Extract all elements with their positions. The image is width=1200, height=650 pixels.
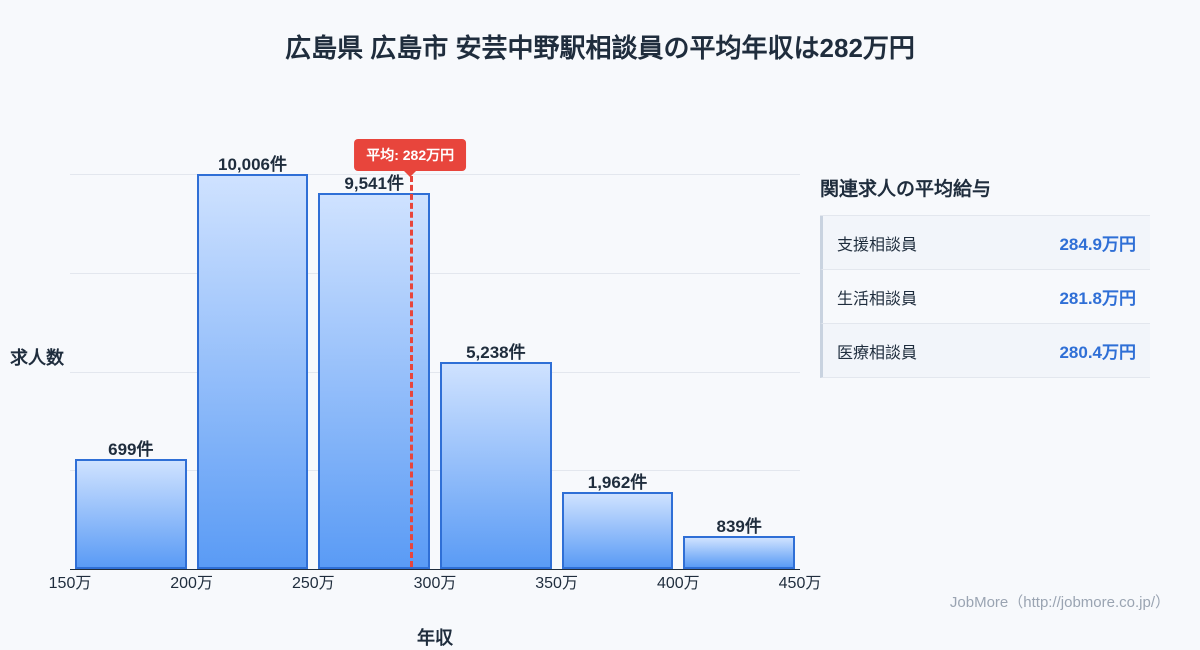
bar-value-0: 699件 [108, 435, 153, 460]
side-row-name-1: 生活相談員 [837, 285, 917, 309]
side-row-name-0: 支援相談員 [837, 231, 917, 255]
x-tick-5: 400万 [657, 569, 700, 593]
side-row-0[interactable]: 支援相談員 284.9万円 [820, 216, 1150, 270]
side-row-value-0: 284.9万円 [1059, 230, 1136, 255]
x-tick-0: 150万 [49, 569, 92, 593]
x-axis: 150万 200万 250万 300万 350万 400万 450万 [70, 569, 800, 599]
bar-col-1: 10,006件 [192, 174, 314, 569]
side-panel-table: 支援相談員 284.9万円 生活相談員 281.8万円 医療相談員 280.4万… [820, 215, 1150, 378]
x-tick-2: 250万 [292, 569, 335, 593]
side-row-value-1: 281.8万円 [1059, 284, 1136, 309]
bar-250-300[interactable]: 9,541件 平均: 282万円 [318, 193, 430, 569]
bar-value-1: 10,006件 [218, 150, 287, 175]
side-row-1[interactable]: 生活相談員 281.8万円 [820, 270, 1150, 324]
bar-value-4: 1,962件 [588, 468, 648, 493]
bar-150-200[interactable]: 699件 [75, 459, 187, 569]
bar-col-4: 1,962件 [557, 174, 679, 569]
x-tick-3: 300万 [414, 569, 457, 593]
bar-col-2: 9,541件 平均: 282万円 [313, 174, 435, 569]
side-row-value-2: 280.4万円 [1059, 338, 1136, 363]
x-tick-4: 350万 [535, 569, 578, 593]
plot-area: 699件 10,006件 9,541件 平均: 282万円 [70, 174, 800, 569]
page-title: 広島県 広島市 安芸中野駅相談員の平均年収は282万円 [0, 0, 1200, 79]
bar-value-5: 839件 [717, 512, 762, 537]
y-axis-label: 求人数 [10, 344, 64, 370]
side-row-name-2: 医療相談員 [837, 339, 917, 363]
bar-value-2: 9,541件 [344, 169, 404, 194]
bars-row: 699件 10,006件 9,541件 平均: 282万円 [70, 174, 800, 569]
x-axis-title: 年収 [70, 624, 800, 650]
average-line [410, 167, 413, 567]
bar-400-450[interactable]: 839件 [683, 536, 795, 569]
footer-text: JobMore（http://jobmore.co.jp/） [950, 591, 1170, 612]
bar-col-0: 699件 [70, 174, 192, 569]
bar-value-3: 5,238件 [466, 338, 526, 363]
side-row-2[interactable]: 医療相談員 280.4万円 [820, 324, 1150, 378]
content-area: 求人数 699件 10,006件 9,541 [0, 79, 1200, 639]
x-tick-6: 450万 [779, 569, 822, 593]
bar-200-250[interactable]: 10,006件 [197, 174, 309, 569]
bar-350-400[interactable]: 1,962件 [562, 492, 674, 569]
average-badge: 平均: 282万円 [354, 139, 466, 171]
bar-300-350[interactable]: 5,238件 [440, 362, 552, 569]
bar-col-5: 839件 [678, 174, 800, 569]
side-panel: 関連求人の平均給与 支援相談員 284.9万円 生活相談員 281.8万円 医療… [800, 79, 1180, 639]
x-tick-1: 200万 [170, 569, 213, 593]
side-panel-title: 関連求人の平均給与 [820, 174, 1150, 201]
bar-col-3: 5,238件 [435, 174, 557, 569]
chart-container: 求人数 699件 10,006件 9,541 [0, 79, 800, 639]
